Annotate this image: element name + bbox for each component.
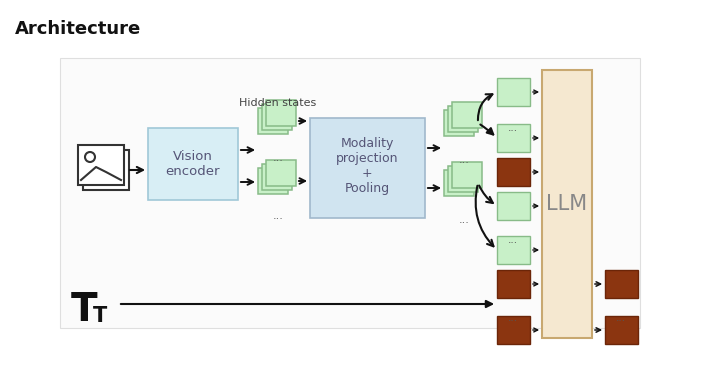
FancyBboxPatch shape bbox=[497, 192, 530, 220]
Text: ...: ... bbox=[273, 153, 283, 163]
FancyBboxPatch shape bbox=[444, 170, 474, 196]
FancyBboxPatch shape bbox=[258, 108, 288, 134]
FancyBboxPatch shape bbox=[78, 145, 124, 185]
FancyBboxPatch shape bbox=[452, 162, 482, 188]
Text: Architecture: Architecture bbox=[15, 20, 141, 38]
FancyBboxPatch shape bbox=[605, 270, 638, 298]
FancyBboxPatch shape bbox=[148, 128, 238, 200]
FancyBboxPatch shape bbox=[497, 78, 530, 106]
Text: ...: ... bbox=[508, 235, 518, 245]
Text: Vision
encoder: Vision encoder bbox=[166, 150, 220, 178]
FancyBboxPatch shape bbox=[83, 150, 129, 190]
FancyBboxPatch shape bbox=[497, 270, 530, 298]
Text: ...: ... bbox=[508, 123, 518, 133]
FancyBboxPatch shape bbox=[605, 316, 638, 344]
FancyBboxPatch shape bbox=[497, 236, 530, 264]
FancyBboxPatch shape bbox=[448, 166, 478, 192]
FancyBboxPatch shape bbox=[258, 168, 288, 194]
FancyBboxPatch shape bbox=[497, 316, 530, 344]
Text: $\mathbf{T}$: $\mathbf{T}$ bbox=[70, 291, 98, 329]
FancyBboxPatch shape bbox=[448, 106, 478, 132]
FancyBboxPatch shape bbox=[266, 160, 296, 186]
FancyBboxPatch shape bbox=[262, 104, 292, 130]
Text: LLM: LLM bbox=[546, 194, 588, 214]
FancyBboxPatch shape bbox=[310, 118, 425, 218]
FancyBboxPatch shape bbox=[452, 102, 482, 128]
Text: ...: ... bbox=[458, 155, 470, 165]
Text: Hidden states: Hidden states bbox=[240, 98, 316, 108]
FancyBboxPatch shape bbox=[542, 70, 592, 338]
Text: $\mathbf{T}$: $\mathbf{T}$ bbox=[92, 306, 108, 326]
FancyBboxPatch shape bbox=[497, 158, 530, 186]
FancyBboxPatch shape bbox=[444, 110, 474, 136]
FancyBboxPatch shape bbox=[497, 124, 530, 152]
Text: ...: ... bbox=[273, 211, 283, 221]
FancyBboxPatch shape bbox=[262, 164, 292, 190]
Text: ...: ... bbox=[458, 215, 470, 225]
FancyBboxPatch shape bbox=[266, 100, 296, 126]
Text: Modality
projection
+
Pooling: Modality projection + Pooling bbox=[336, 137, 399, 195]
FancyBboxPatch shape bbox=[60, 58, 640, 328]
Text: ...: ... bbox=[616, 313, 626, 323]
Text: ...: ... bbox=[508, 313, 518, 323]
